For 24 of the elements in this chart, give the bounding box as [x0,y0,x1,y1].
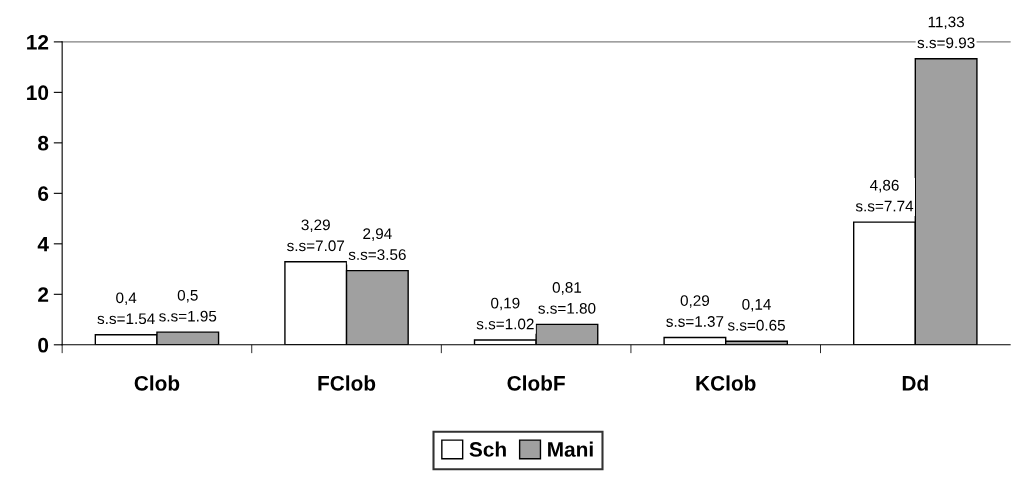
x-tick-label: KClob [696,375,756,391]
data-label: 0,19 s.s=1.02 [476,297,534,330]
data-label: 0,14 s.s=0.65 [727,298,785,331]
data-label: 0,29 s.s=1.37 [666,295,724,327]
legend-label: Sch [469,441,506,457]
y-tick-label: 2 [38,287,49,302]
x-tick-label: FClob [318,375,376,391]
data-label: 0,4 s.s=1.54 [97,292,155,325]
y-tick-label: 0 [38,337,49,353]
y-tick-label: 10 [27,85,49,101]
data-label: 3,29 s.s=7.07 [287,219,345,252]
x-tick-label: Clob [134,375,180,391]
data-label: 0,5 s.s=1.95 [159,289,217,322]
data-label: 4,86 s.s=7.74 [855,179,914,212]
x-tick-label: ClobF [507,375,565,391]
data-label: 2,94 s.s=3.56 [348,228,406,260]
data-label: 11,33 s.s=9.93 [917,16,975,49]
data-label: 0,81 s.s=1.80 [538,282,596,314]
x-tick-label: Dd [902,375,928,391]
legend-label: Mani [548,441,593,457]
y-tick-label: 6 [38,186,49,202]
y-tick-label: 8 [38,135,49,151]
y-tick-label: 12 [27,34,49,50]
y-tick-label: 4 [37,237,49,252]
